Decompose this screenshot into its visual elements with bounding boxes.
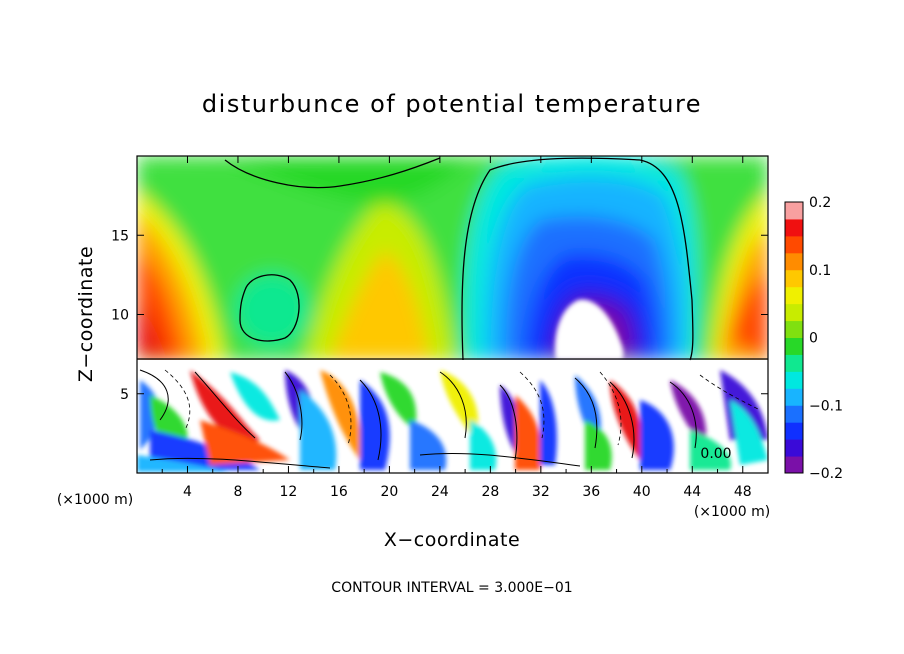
y-axis: 5 10 15 bbox=[111, 228, 768, 403]
colorbar-swatch-0 bbox=[785, 456, 803, 474]
colorbar-swatch-15 bbox=[785, 202, 803, 220]
x-tick-label-9: 40 bbox=[633, 484, 651, 500]
colorbar-swatch-8 bbox=[785, 320, 803, 338]
colorbar-tick-label-2: 0 bbox=[809, 331, 818, 347]
colorbar-swatch-10 bbox=[785, 286, 803, 305]
colorbar-swatch-6 bbox=[785, 354, 803, 372]
x-tick-label-10: 44 bbox=[683, 484, 701, 500]
y-tick-label-0: 5 bbox=[120, 387, 129, 403]
colorbar-swatch-14 bbox=[785, 218, 803, 237]
colorbar-swatch-12 bbox=[785, 252, 803, 271]
colorbar: 0.2 0.1 0 −0.1 −0.2 bbox=[784, 195, 843, 482]
colorbar-swatch-2 bbox=[785, 422, 803, 440]
colorbar-swatch-5 bbox=[785, 371, 803, 389]
x-tick-label-5: 24 bbox=[431, 484, 449, 500]
colorbar-tick-label-1: 0.1 bbox=[809, 263, 831, 279]
x-axis-label: X−coordinate bbox=[384, 529, 520, 551]
colorbar-frame bbox=[784, 201, 804, 474]
x-tick-label-6: 28 bbox=[481, 484, 499, 500]
x-tick-label-4: 20 bbox=[380, 484, 398, 500]
colorbar-tick-label-4: −0.2 bbox=[809, 466, 843, 482]
colorbar-swatch-13 bbox=[785, 235, 803, 254]
x-tick-label-2: 12 bbox=[280, 484, 298, 500]
x-unit-right: (×1000 m) bbox=[694, 504, 770, 520]
colorbar-swatch-1 bbox=[785, 439, 803, 457]
colorbar-tick-label-0: 0.2 bbox=[809, 195, 831, 211]
colorbar-swatch-11 bbox=[785, 269, 803, 288]
y-axis-label: Z−coordinate bbox=[75, 246, 97, 382]
colorbar-swatch-4 bbox=[785, 388, 803, 406]
x-tick-label-1: 8 bbox=[233, 484, 242, 500]
x-tick-label-3: 16 bbox=[330, 484, 348, 500]
colorbar-tick-label-3: −0.1 bbox=[809, 398, 843, 414]
x-tick-label-7: 32 bbox=[532, 484, 550, 500]
chart-title: disturbunce of potential temperature bbox=[202, 90, 702, 118]
x-axis: 4 8 12 16 20 24 28 32 36 40 44 48 bbox=[161, 156, 752, 500]
x-tick-label-11: 48 bbox=[734, 484, 752, 500]
y-tick-label-2: 15 bbox=[111, 228, 129, 244]
x-tick-label-8: 36 bbox=[582, 484, 600, 500]
y-tick-label-1: 10 bbox=[111, 308, 129, 324]
plot-area bbox=[137, 156, 768, 473]
colorbar-swatch-3 bbox=[785, 405, 803, 423]
contour-interval: CONTOUR INTERVAL = 3.000E−01 bbox=[331, 580, 572, 596]
x-tick-label-0: 4 bbox=[183, 484, 192, 500]
contour-label: 0.00 bbox=[700, 446, 731, 462]
x-unit-left: (×1000 m) bbox=[57, 492, 133, 508]
colorbar-swatch-7 bbox=[785, 337, 803, 355]
boundary-layer bbox=[137, 360, 768, 473]
colorbar-swatch-9 bbox=[785, 303, 803, 322]
